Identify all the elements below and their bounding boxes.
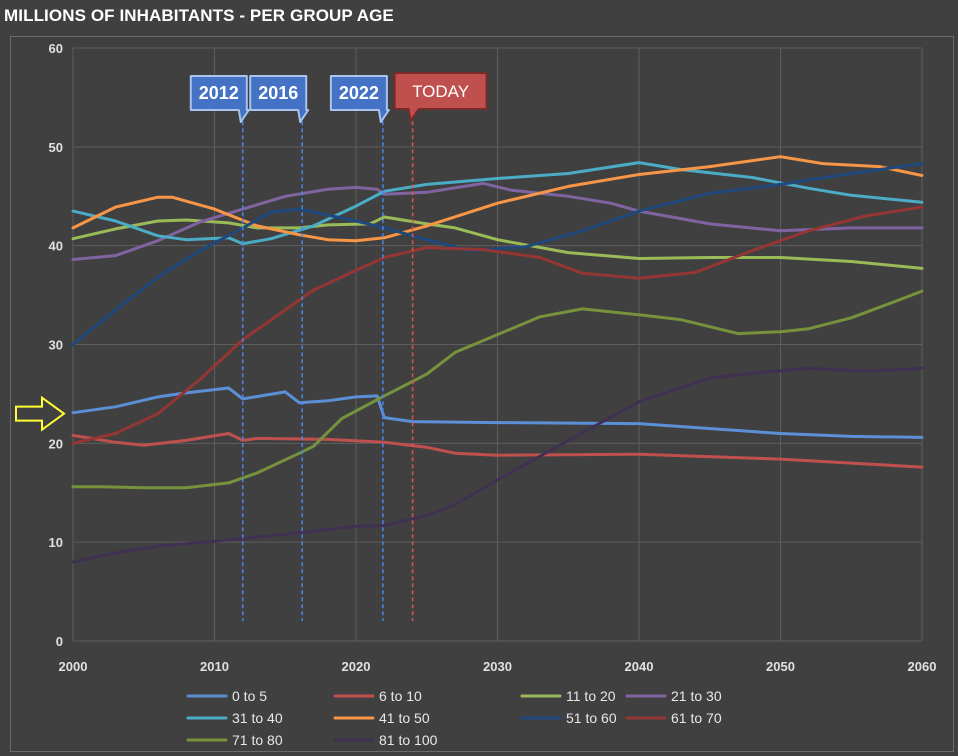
y-tick-label: 0 [56, 634, 63, 649]
legend-label: 41 to 50 [379, 710, 430, 726]
callout-label: 2022 [339, 83, 379, 103]
year-callout [189, 75, 250, 123]
x-tick-label: 2020 [342, 659, 371, 674]
y-tick-label: 40 [49, 239, 63, 254]
series-line [71, 289, 924, 490]
legend-label: 0 to 5 [232, 688, 267, 704]
callout-label: TODAY [412, 82, 469, 101]
x-tick-label: 2040 [625, 659, 654, 674]
x-tick-label: 2050 [766, 659, 795, 674]
legend-label: 31 to 40 [232, 710, 283, 726]
series-line [71, 215, 924, 270]
series-line [71, 155, 924, 243]
year-callout [329, 75, 390, 123]
x-tick-label: 2030 [483, 659, 512, 674]
year-callout [249, 75, 310, 123]
series-line [71, 205, 924, 445]
chart-title: MILLIONS OF INHABITANTS - PER GROUP AGE [4, 6, 394, 25]
legend-label: 51 to 60 [566, 710, 617, 726]
chart-area: 0 10 20 30 40 50 60 2000 2010 2020 2030 2040 2050 206… [10, 36, 954, 752]
series-line [71, 161, 924, 246]
callout-label: 2012 [199, 83, 239, 103]
arrow-icon [15, 395, 66, 432]
legend-label: 61 to 70 [671, 710, 722, 726]
y-tick-label: 30 [49, 338, 63, 353]
legend-label: 21 to 30 [671, 688, 722, 704]
series-line [71, 181, 924, 261]
series-line [71, 366, 924, 564]
y-tick-label: 50 [49, 140, 63, 155]
x-tick-label: 2010 [200, 659, 229, 674]
y-tick-label: 60 [49, 41, 63, 56]
legend-label: 71 to 80 [232, 732, 283, 748]
legend-label: 6 to 10 [379, 688, 422, 704]
legend-label: 11 to 20 [566, 688, 616, 704]
series-line [71, 162, 924, 346]
y-tick-label: 10 [49, 535, 63, 550]
today-callout [393, 72, 488, 122]
x-tick-label: 2060 [908, 659, 937, 674]
legend-label: 81 to 100 [379, 732, 438, 748]
chart-border [10, 36, 954, 752]
x-tick-label: 2000 [59, 659, 88, 674]
series-line [71, 432, 924, 469]
y-tick-label: 20 [49, 436, 63, 451]
callout-label: 2016 [258, 83, 298, 103]
